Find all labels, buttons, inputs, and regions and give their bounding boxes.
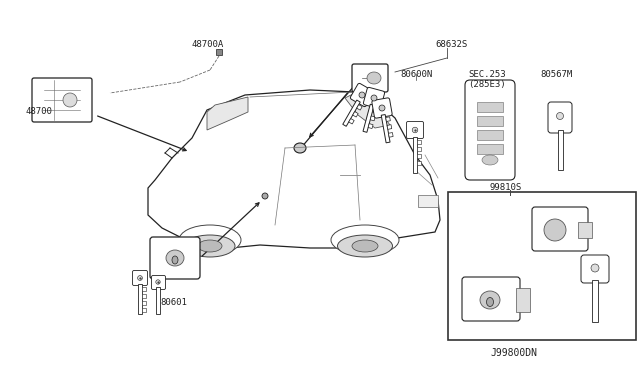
Bar: [381, 115, 390, 143]
Bar: [417, 147, 421, 151]
Ellipse shape: [156, 280, 160, 284]
Polygon shape: [148, 90, 440, 248]
FancyBboxPatch shape: [32, 78, 92, 122]
Text: 68632S: 68632S: [435, 40, 467, 49]
FancyBboxPatch shape: [150, 237, 200, 279]
Bar: [356, 105, 362, 110]
Text: J99800DN: J99800DN: [490, 348, 537, 358]
FancyBboxPatch shape: [350, 83, 374, 107]
FancyBboxPatch shape: [465, 80, 515, 180]
Bar: [477, 102, 503, 112]
Ellipse shape: [544, 219, 566, 241]
Ellipse shape: [379, 105, 385, 111]
FancyBboxPatch shape: [581, 255, 609, 283]
FancyBboxPatch shape: [152, 276, 166, 289]
Bar: [592, 280, 598, 322]
Bar: [516, 288, 530, 312]
Bar: [387, 125, 392, 129]
Bar: [372, 108, 377, 113]
Ellipse shape: [172, 256, 178, 264]
FancyBboxPatch shape: [406, 122, 424, 138]
Bar: [370, 116, 375, 121]
Text: SEC.253: SEC.253: [468, 70, 506, 79]
Bar: [142, 287, 146, 291]
Ellipse shape: [486, 298, 493, 307]
Ellipse shape: [412, 127, 418, 133]
FancyBboxPatch shape: [462, 277, 520, 321]
Ellipse shape: [371, 95, 377, 101]
Ellipse shape: [591, 264, 599, 272]
Bar: [418, 195, 438, 207]
Polygon shape: [207, 97, 248, 130]
Bar: [343, 100, 360, 126]
Text: 80567M: 80567M: [540, 70, 572, 79]
Text: 48700: 48700: [25, 107, 52, 116]
Ellipse shape: [367, 72, 381, 84]
Ellipse shape: [482, 155, 498, 165]
Bar: [388, 132, 393, 137]
Text: 48700A: 48700A: [191, 40, 223, 49]
Ellipse shape: [138, 276, 143, 280]
Ellipse shape: [198, 240, 222, 252]
FancyBboxPatch shape: [372, 98, 392, 118]
Bar: [142, 294, 146, 298]
Ellipse shape: [557, 112, 563, 119]
Bar: [477, 116, 503, 126]
Bar: [477, 144, 503, 154]
Bar: [349, 119, 354, 124]
Bar: [156, 287, 160, 314]
Ellipse shape: [337, 235, 392, 257]
FancyBboxPatch shape: [364, 87, 385, 109]
Text: 80600N: 80600N: [400, 70, 432, 79]
Ellipse shape: [179, 225, 241, 255]
Ellipse shape: [294, 143, 306, 153]
Bar: [477, 130, 503, 140]
FancyBboxPatch shape: [532, 207, 588, 251]
Ellipse shape: [480, 291, 500, 309]
Bar: [557, 130, 563, 170]
FancyBboxPatch shape: [352, 64, 388, 92]
Bar: [413, 137, 417, 173]
Ellipse shape: [185, 235, 235, 257]
Bar: [417, 154, 421, 158]
Bar: [363, 104, 374, 132]
Text: 80601: 80601: [160, 298, 187, 307]
Bar: [142, 308, 146, 312]
FancyBboxPatch shape: [548, 102, 572, 133]
Ellipse shape: [63, 93, 77, 107]
Bar: [417, 161, 421, 165]
Bar: [138, 284, 142, 314]
Bar: [448, 192, 636, 340]
Bar: [353, 112, 358, 117]
Ellipse shape: [359, 92, 365, 98]
Text: (285E3): (285E3): [468, 80, 506, 89]
Bar: [368, 124, 373, 129]
Bar: [578, 222, 592, 238]
Ellipse shape: [352, 240, 378, 252]
Ellipse shape: [262, 193, 268, 199]
Ellipse shape: [166, 250, 184, 266]
FancyBboxPatch shape: [132, 270, 147, 285]
Bar: [386, 117, 390, 121]
Polygon shape: [345, 93, 390, 128]
Ellipse shape: [331, 225, 399, 255]
Bar: [142, 301, 146, 305]
Text: 99810S: 99810S: [490, 183, 522, 192]
Bar: [417, 140, 421, 144]
